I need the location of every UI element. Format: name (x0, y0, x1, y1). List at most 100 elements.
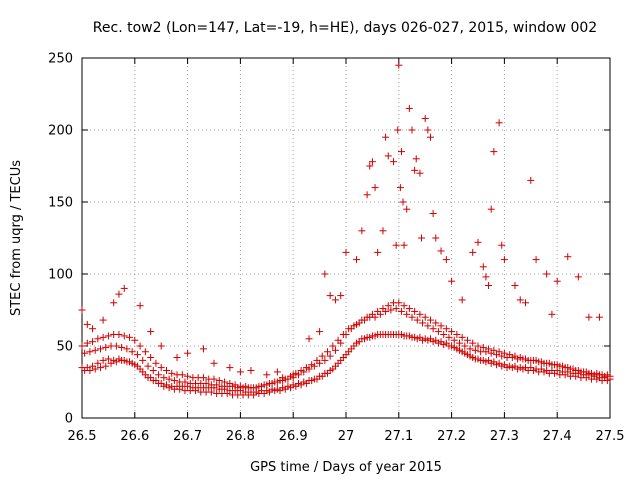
data-point (390, 158, 398, 166)
data-point (498, 241, 506, 249)
data-point (112, 342, 120, 350)
data-point (255, 382, 263, 390)
data-point (160, 382, 168, 390)
data-point (458, 333, 466, 341)
data-point (271, 378, 279, 386)
data-point (120, 284, 128, 292)
grid (82, 58, 610, 418)
data-point (199, 374, 207, 382)
data-point (522, 299, 530, 307)
data-point (437, 322, 445, 330)
data-point (168, 369, 176, 377)
data-point (403, 332, 411, 340)
data-point (99, 333, 107, 341)
data-point (384, 302, 392, 310)
data-point (157, 364, 165, 372)
data-point (149, 366, 157, 374)
data-point (91, 346, 99, 354)
data-point (89, 325, 97, 333)
data-point (96, 364, 104, 372)
data-point (437, 247, 445, 255)
data-point (482, 358, 490, 366)
data-point (419, 319, 427, 327)
data-point (384, 152, 392, 160)
data-point (500, 256, 508, 264)
data-point (321, 356, 329, 364)
data-point (176, 385, 184, 393)
data-point (456, 346, 464, 354)
data-point (498, 362, 506, 370)
data-point (561, 371, 569, 379)
data-point (405, 305, 413, 313)
data-point (429, 210, 437, 218)
data-point (324, 348, 332, 356)
data-point (279, 374, 287, 382)
x-tick-label: 27.1 (384, 429, 413, 444)
data-point (157, 342, 165, 350)
data-point (104, 332, 112, 340)
data-points (78, 61, 614, 399)
x-axis: 26.5 26.6 26.7 26.8 26.9 27 27.1 27.2 27.3 27.4 27… (68, 58, 625, 444)
data-point (440, 341, 448, 349)
data-point (463, 336, 471, 344)
data-point (139, 368, 147, 376)
data-point (147, 354, 155, 362)
data-point (400, 302, 408, 310)
data-point (305, 335, 313, 343)
data-point (551, 369, 559, 377)
data-point (453, 330, 461, 338)
data-point (102, 343, 110, 351)
y-axis-label: STEC from uqrg / TECUs (9, 160, 24, 316)
x-tick-label: 27.5 (596, 429, 625, 444)
data-point (141, 348, 149, 356)
data-point (155, 379, 163, 387)
data-point (434, 328, 442, 336)
y-tick-label: 50 (56, 340, 73, 355)
data-point (440, 330, 448, 338)
data-point (287, 384, 295, 392)
data-point (408, 333, 416, 341)
data-point (334, 359, 342, 367)
data-point (426, 133, 434, 141)
data-point (339, 330, 347, 338)
data-point (376, 310, 384, 318)
y-tick-label: 0 (65, 412, 73, 427)
data-point (487, 349, 495, 357)
data-point (202, 379, 210, 387)
data-point (184, 349, 192, 357)
data-point (397, 330, 405, 338)
data-point (353, 256, 361, 264)
data-point (508, 364, 516, 372)
data-point (434, 339, 442, 347)
data-point (392, 241, 400, 249)
data-point (331, 296, 339, 304)
data-point (136, 302, 144, 310)
data-point (400, 241, 408, 249)
data-point (394, 126, 402, 134)
data-point (392, 305, 400, 313)
data-point (469, 248, 477, 256)
data-point (210, 359, 218, 367)
data-point (603, 371, 611, 379)
data-point (490, 148, 498, 156)
data-point (519, 355, 527, 363)
data-point (355, 338, 363, 346)
data-point (133, 351, 141, 359)
data-point (89, 338, 97, 346)
data-point (360, 335, 368, 343)
data-point (566, 365, 574, 373)
data-point (273, 368, 281, 376)
data-point (474, 342, 482, 350)
data-point (593, 369, 601, 377)
x-tick-label: 26.5 (68, 429, 97, 444)
data-point (399, 198, 407, 206)
data-point (403, 310, 411, 318)
data-point (81, 349, 89, 357)
data-point (424, 336, 432, 344)
data-point (263, 371, 271, 379)
data-point (477, 356, 485, 364)
data-point (110, 299, 118, 307)
data-point (329, 365, 337, 373)
data-point (131, 336, 139, 344)
data-point (192, 387, 200, 395)
